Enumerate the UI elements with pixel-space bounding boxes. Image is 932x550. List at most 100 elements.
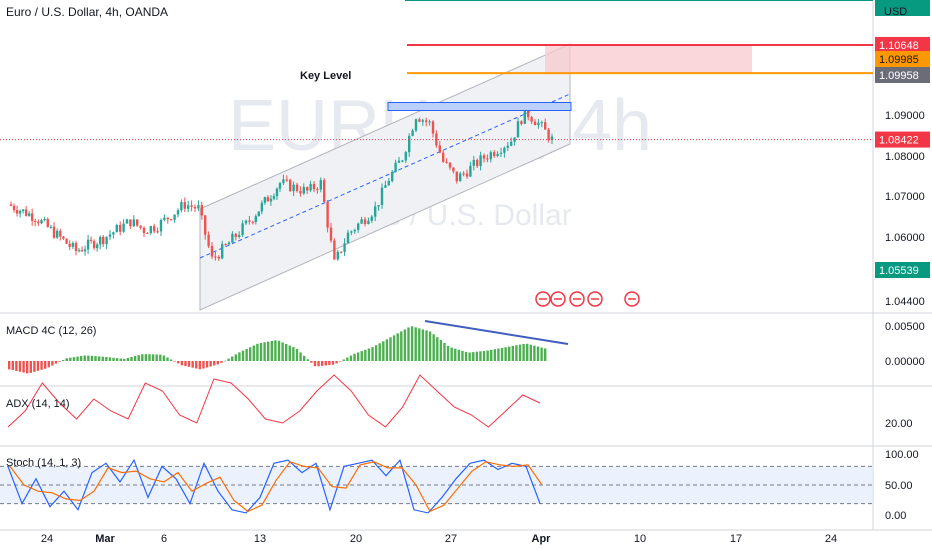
candle-body bbox=[80, 250, 84, 252]
candle-body bbox=[27, 213, 31, 216]
candle-body bbox=[74, 242, 78, 252]
price-label-stop: 1.10648 bbox=[879, 40, 919, 52]
macd-bar bbox=[338, 361, 342, 362]
macd-bar bbox=[317, 361, 320, 367]
macd-bar bbox=[299, 352, 302, 361]
candle-body bbox=[394, 162, 397, 172]
candle-body bbox=[254, 216, 258, 222]
macd-bar bbox=[302, 355, 306, 361]
price-label-entry: 1.09985 bbox=[879, 54, 919, 66]
macd-bar bbox=[11, 361, 14, 371]
macd-bar bbox=[407, 327, 410, 361]
macd-bar bbox=[144, 354, 148, 361]
candle-body bbox=[112, 232, 115, 235]
candle-body bbox=[166, 217, 169, 220]
macd-bar bbox=[36, 361, 40, 371]
candle-body bbox=[136, 219, 139, 226]
candle-body bbox=[346, 232, 350, 244]
macd-bar bbox=[310, 361, 313, 363]
candle-body bbox=[489, 152, 492, 160]
macd-bar bbox=[33, 361, 36, 372]
time-axis-tick: Mar bbox=[95, 533, 115, 545]
macd-bar bbox=[227, 358, 230, 361]
macd-bar bbox=[130, 356, 133, 361]
macd-bar bbox=[497, 348, 500, 361]
macd-bar bbox=[508, 346, 511, 361]
macd-bar bbox=[436, 337, 439, 361]
candle-body bbox=[257, 211, 261, 217]
candle-body bbox=[343, 243, 346, 252]
candle-body bbox=[24, 209, 28, 216]
macd-bar bbox=[396, 333, 399, 361]
candle-body bbox=[77, 250, 81, 252]
candle-body bbox=[533, 121, 537, 126]
candle-body bbox=[34, 220, 37, 222]
candle-body bbox=[89, 239, 93, 241]
macd-bar bbox=[353, 353, 356, 361]
candle-body bbox=[187, 205, 190, 209]
candle-body bbox=[367, 220, 370, 225]
time-axis-tick: 13 bbox=[254, 533, 266, 545]
price-label-target-3-bg bbox=[875, 262, 930, 278]
candle-body bbox=[207, 234, 210, 247]
macd-bar bbox=[51, 361, 54, 366]
stoch-legend[interactable]: Stoch (14, 1, 3) bbox=[6, 457, 82, 469]
macd-bar bbox=[234, 354, 238, 361]
candle-body bbox=[62, 236, 65, 239]
macd-bar bbox=[425, 330, 428, 361]
symbol-title[interactable]: Euro / U.S. Dollar, 4h, OANDA bbox=[6, 5, 169, 19]
macd-bar bbox=[389, 337, 392, 361]
macd-bar bbox=[450, 347, 453, 361]
candle-body bbox=[260, 202, 264, 212]
macd-bar bbox=[342, 359, 345, 361]
macd-bar bbox=[58, 361, 61, 362]
price-label-entry-bg bbox=[875, 51, 930, 67]
macd-legend[interactable]: MACD 4C (12, 26) bbox=[6, 325, 97, 337]
adx-axis-tick: 20.00 bbox=[885, 418, 913, 430]
macd-axis-tick: 0.00000 bbox=[885, 356, 925, 368]
candle-body bbox=[173, 214, 176, 220]
macd-bar bbox=[349, 355, 353, 361]
candle-body bbox=[370, 216, 373, 221]
macd-bar bbox=[472, 352, 475, 361]
candle-body bbox=[190, 205, 193, 207]
adx-legend[interactable]: ADX (14, 14) bbox=[6, 398, 70, 410]
macd-bar bbox=[216, 361, 220, 365]
candle-body bbox=[95, 244, 99, 249]
candle-body bbox=[312, 183, 316, 190]
macd-bar bbox=[414, 327, 417, 361]
macd-bar bbox=[162, 355, 166, 361]
candle-body bbox=[357, 223, 360, 230]
candle-body bbox=[275, 188, 279, 197]
macd-bar bbox=[169, 359, 173, 361]
candle-body bbox=[506, 145, 509, 148]
macd-bar bbox=[15, 361, 18, 371]
macd-bar bbox=[47, 361, 50, 368]
candle-body bbox=[316, 189, 319, 191]
macd-bar bbox=[364, 349, 367, 361]
candle-body bbox=[18, 210, 22, 214]
macd-bar bbox=[500, 347, 504, 361]
macd-bar bbox=[475, 351, 479, 361]
macd-bar bbox=[87, 355, 90, 361]
time-axis-tick: Apr bbox=[532, 533, 552, 545]
macd-bar bbox=[191, 361, 194, 368]
candle-body bbox=[302, 186, 305, 194]
candle-body bbox=[404, 152, 407, 161]
macd-axis-tick: 0.00500 bbox=[885, 321, 925, 333]
candle-body bbox=[234, 233, 237, 237]
candle-body bbox=[86, 239, 90, 250]
macd-bar bbox=[166, 357, 169, 361]
candle-body bbox=[193, 206, 197, 209]
candle-body bbox=[387, 181, 390, 186]
macd-bar bbox=[490, 349, 493, 361]
macd-bar bbox=[267, 341, 270, 361]
macd-bar bbox=[533, 345, 536, 361]
candle-body bbox=[272, 196, 276, 199]
macd-bar bbox=[202, 361, 205, 369]
macd-bar bbox=[511, 345, 515, 361]
candle-body bbox=[374, 206, 377, 217]
currency-label: USD bbox=[884, 6, 908, 18]
macd-bar bbox=[155, 354, 158, 361]
